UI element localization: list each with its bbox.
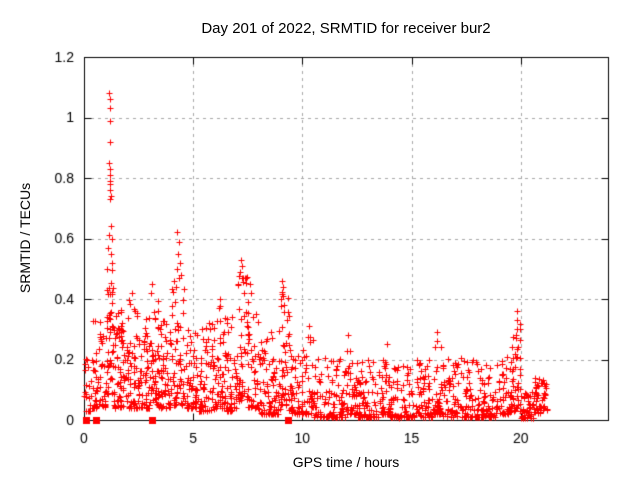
x-axis-label: GPS time / hours bbox=[292, 454, 400, 470]
chart-title: Day 201 of 2022, SRMTID for receiver bur… bbox=[201, 20, 491, 37]
y-axis-label: SRMTID / TECUs bbox=[17, 182, 33, 294]
